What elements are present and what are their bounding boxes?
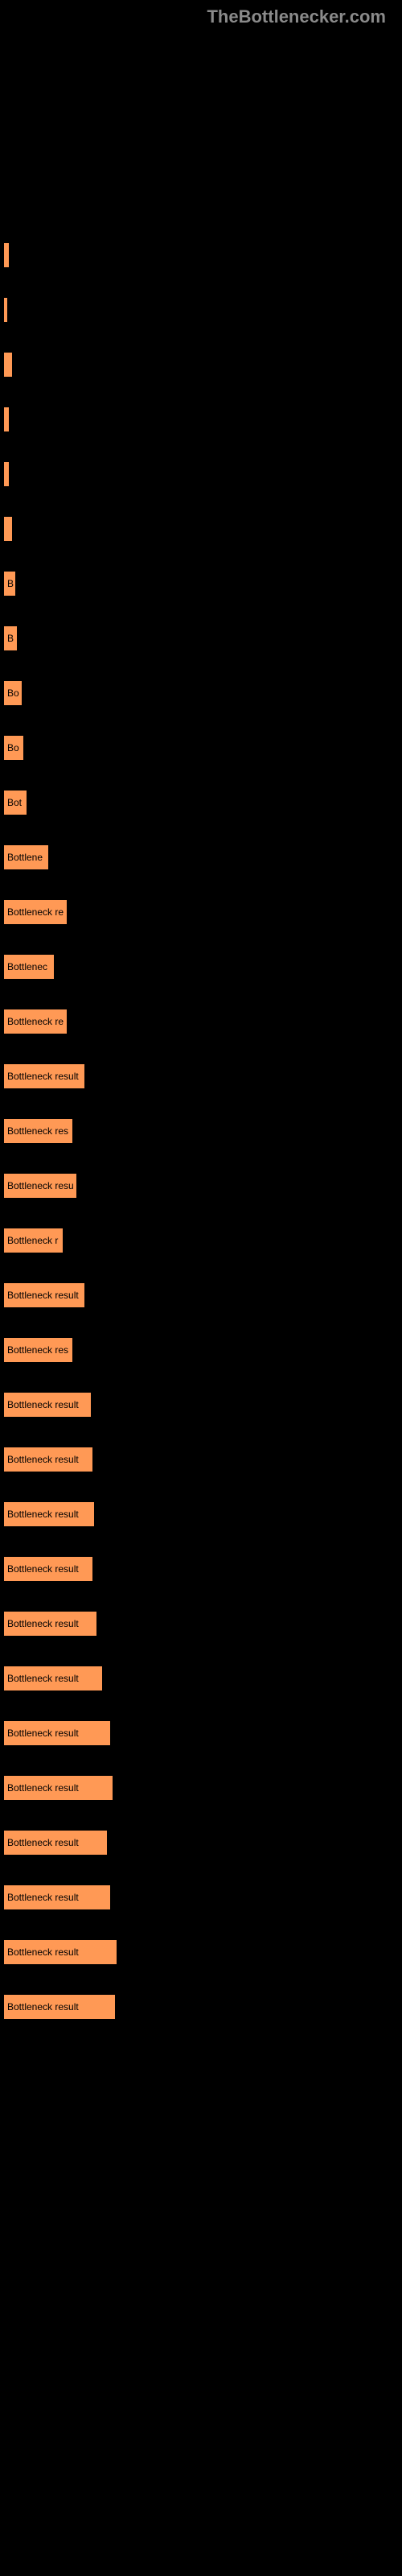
- chart-bar: Bo: [4, 681, 22, 705]
- bar-row: Bottleneck result: [4, 1995, 398, 2019]
- chart-bar: Bottleneck result: [4, 1831, 107, 1855]
- bar-row: Bottleneck result: [4, 1064, 398, 1088]
- chart-bar: Bottleneck result: [4, 1666, 102, 1690]
- bar-row: Bottleneck r: [4, 1228, 398, 1253]
- bar-label: Bottleneck res: [7, 1344, 68, 1356]
- chart-bar: Bottleneck result: [4, 1885, 110, 1909]
- bar-row: B: [4, 572, 398, 596]
- bar-row: Bottleneck result: [4, 1831, 398, 1855]
- chart-bar: [4, 407, 9, 431]
- bar-label: Bottleneck result: [7, 1563, 79, 1575]
- bar-row: Bottleneck result: [4, 1612, 398, 1636]
- chart-bar: Bottleneck res: [4, 1338, 72, 1362]
- chart-bar: Bottleneck result: [4, 1776, 113, 1800]
- bar-row: Bottleneck res: [4, 1119, 398, 1143]
- bar-label: B: [7, 633, 14, 644]
- bar-row: [4, 462, 398, 486]
- bar-label: B: [7, 578, 14, 589]
- chart-bar: Bottleneck resu: [4, 1174, 76, 1198]
- bar-label: Bottlene: [7, 852, 43, 863]
- bar-label: Bottleneck result: [7, 1454, 79, 1465]
- bar-label: Bottleneck re: [7, 1016, 64, 1027]
- bar-label: Bottleneck result: [7, 2001, 79, 2013]
- bar-row: Bottlene: [4, 845, 398, 869]
- bar-row: [4, 243, 398, 267]
- bar-label: Bot: [7, 797, 22, 808]
- bar-row: [4, 353, 398, 377]
- bar-row: Bottleneck result: [4, 1776, 398, 1800]
- bar-label: Bottleneck result: [7, 1399, 79, 1410]
- chart-bar: B: [4, 572, 15, 596]
- bar-label: Bottleneck result: [7, 1728, 79, 1739]
- bar-row: Bo: [4, 681, 398, 705]
- bar-label: Bottleneck result: [7, 1892, 79, 1903]
- chart-bar: Bottleneck re: [4, 900, 67, 924]
- chart-bar: Bottleneck result: [4, 1940, 117, 1964]
- chart-bar: Bottlenec: [4, 955, 54, 979]
- chart-bar: Bottleneck result: [4, 1447, 92, 1472]
- bar-row: Bottleneck result: [4, 1721, 398, 1745]
- chart-bar: Bottleneck result: [4, 1502, 94, 1526]
- bar-label: Bo: [7, 742, 19, 753]
- chart-bar: [4, 517, 12, 541]
- bar-row: Bottleneck re: [4, 1009, 398, 1034]
- bar-row: Bottleneck re: [4, 900, 398, 924]
- bar-label: Bottleneck result: [7, 1946, 79, 1958]
- bar-row: Bottleneck res: [4, 1338, 398, 1362]
- bar-row: Bo: [4, 736, 398, 760]
- chart-bar: [4, 243, 9, 267]
- chart-bar: Bottleneck result: [4, 1612, 96, 1636]
- bar-row: Bottleneck result: [4, 1885, 398, 1909]
- bar-row: [4, 298, 398, 322]
- bar-row: Bottleneck result: [4, 1557, 398, 1581]
- bar-row: Bottleneck result: [4, 1447, 398, 1472]
- chart-bar: Bottlene: [4, 845, 48, 869]
- bar-row: Bottlenec: [4, 955, 398, 979]
- bar-row: Bottleneck result: [4, 1940, 398, 1964]
- chart-bar: Bottleneck result: [4, 1064, 84, 1088]
- bar-row: Bottleneck result: [4, 1393, 398, 1417]
- bar-label: Bottleneck r: [7, 1235, 58, 1246]
- bar-label: Bottleneck result: [7, 1509, 79, 1520]
- chart-bar: B: [4, 626, 17, 650]
- bar-row: Bottleneck result: [4, 1283, 398, 1307]
- chart-bar: Bottleneck result: [4, 1393, 91, 1417]
- bar-label: Bottlenec: [7, 961, 47, 972]
- chart-bar: Bottleneck res: [4, 1119, 72, 1143]
- chart-bar: Bottleneck r: [4, 1228, 63, 1253]
- bar-label: Bottleneck result: [7, 1673, 79, 1684]
- bar-chart: B B Bo Bo Bot Bottlene Bottleneck re Bottlenec B…: [0, 235, 402, 2058]
- bar-label: Bottleneck result: [7, 1618, 79, 1629]
- bar-row: Bot: [4, 791, 398, 815]
- chart-bar: Bottleneck re: [4, 1009, 67, 1034]
- chart-bar: [4, 462, 9, 486]
- chart-bar: Bot: [4, 791, 27, 815]
- bar-label: Bottleneck result: [7, 1071, 79, 1082]
- chart-bar: Bottleneck result: [4, 1995, 115, 2019]
- bar-label: Bottleneck result: [7, 1782, 79, 1794]
- bar-row: [4, 517, 398, 541]
- chart-bar: Bottleneck result: [4, 1557, 92, 1581]
- bar-label: Bottleneck result: [7, 1837, 79, 1848]
- chart-bar: [4, 298, 7, 322]
- bar-label: Bottleneck res: [7, 1125, 68, 1137]
- bar-row: [4, 407, 398, 431]
- bar-row: Bottleneck result: [4, 1666, 398, 1690]
- chart-bar: Bottleneck result: [4, 1721, 110, 1745]
- bar-row: B: [4, 626, 398, 650]
- chart-bar: Bottleneck result: [4, 1283, 84, 1307]
- bar-label: Bottleneck re: [7, 906, 64, 918]
- bar-label: Bo: [7, 687, 19, 699]
- bar-row: Bottleneck result: [4, 1502, 398, 1526]
- bar-label: Bottleneck result: [7, 1290, 79, 1301]
- chart-bar: Bo: [4, 736, 23, 760]
- bar-row: Bottleneck resu: [4, 1174, 398, 1198]
- top-spacer: [0, 34, 402, 235]
- bar-label: Bottleneck resu: [7, 1180, 74, 1191]
- chart-bar: [4, 353, 12, 377]
- watermark-text: TheBottlenecker.com: [0, 0, 402, 34]
